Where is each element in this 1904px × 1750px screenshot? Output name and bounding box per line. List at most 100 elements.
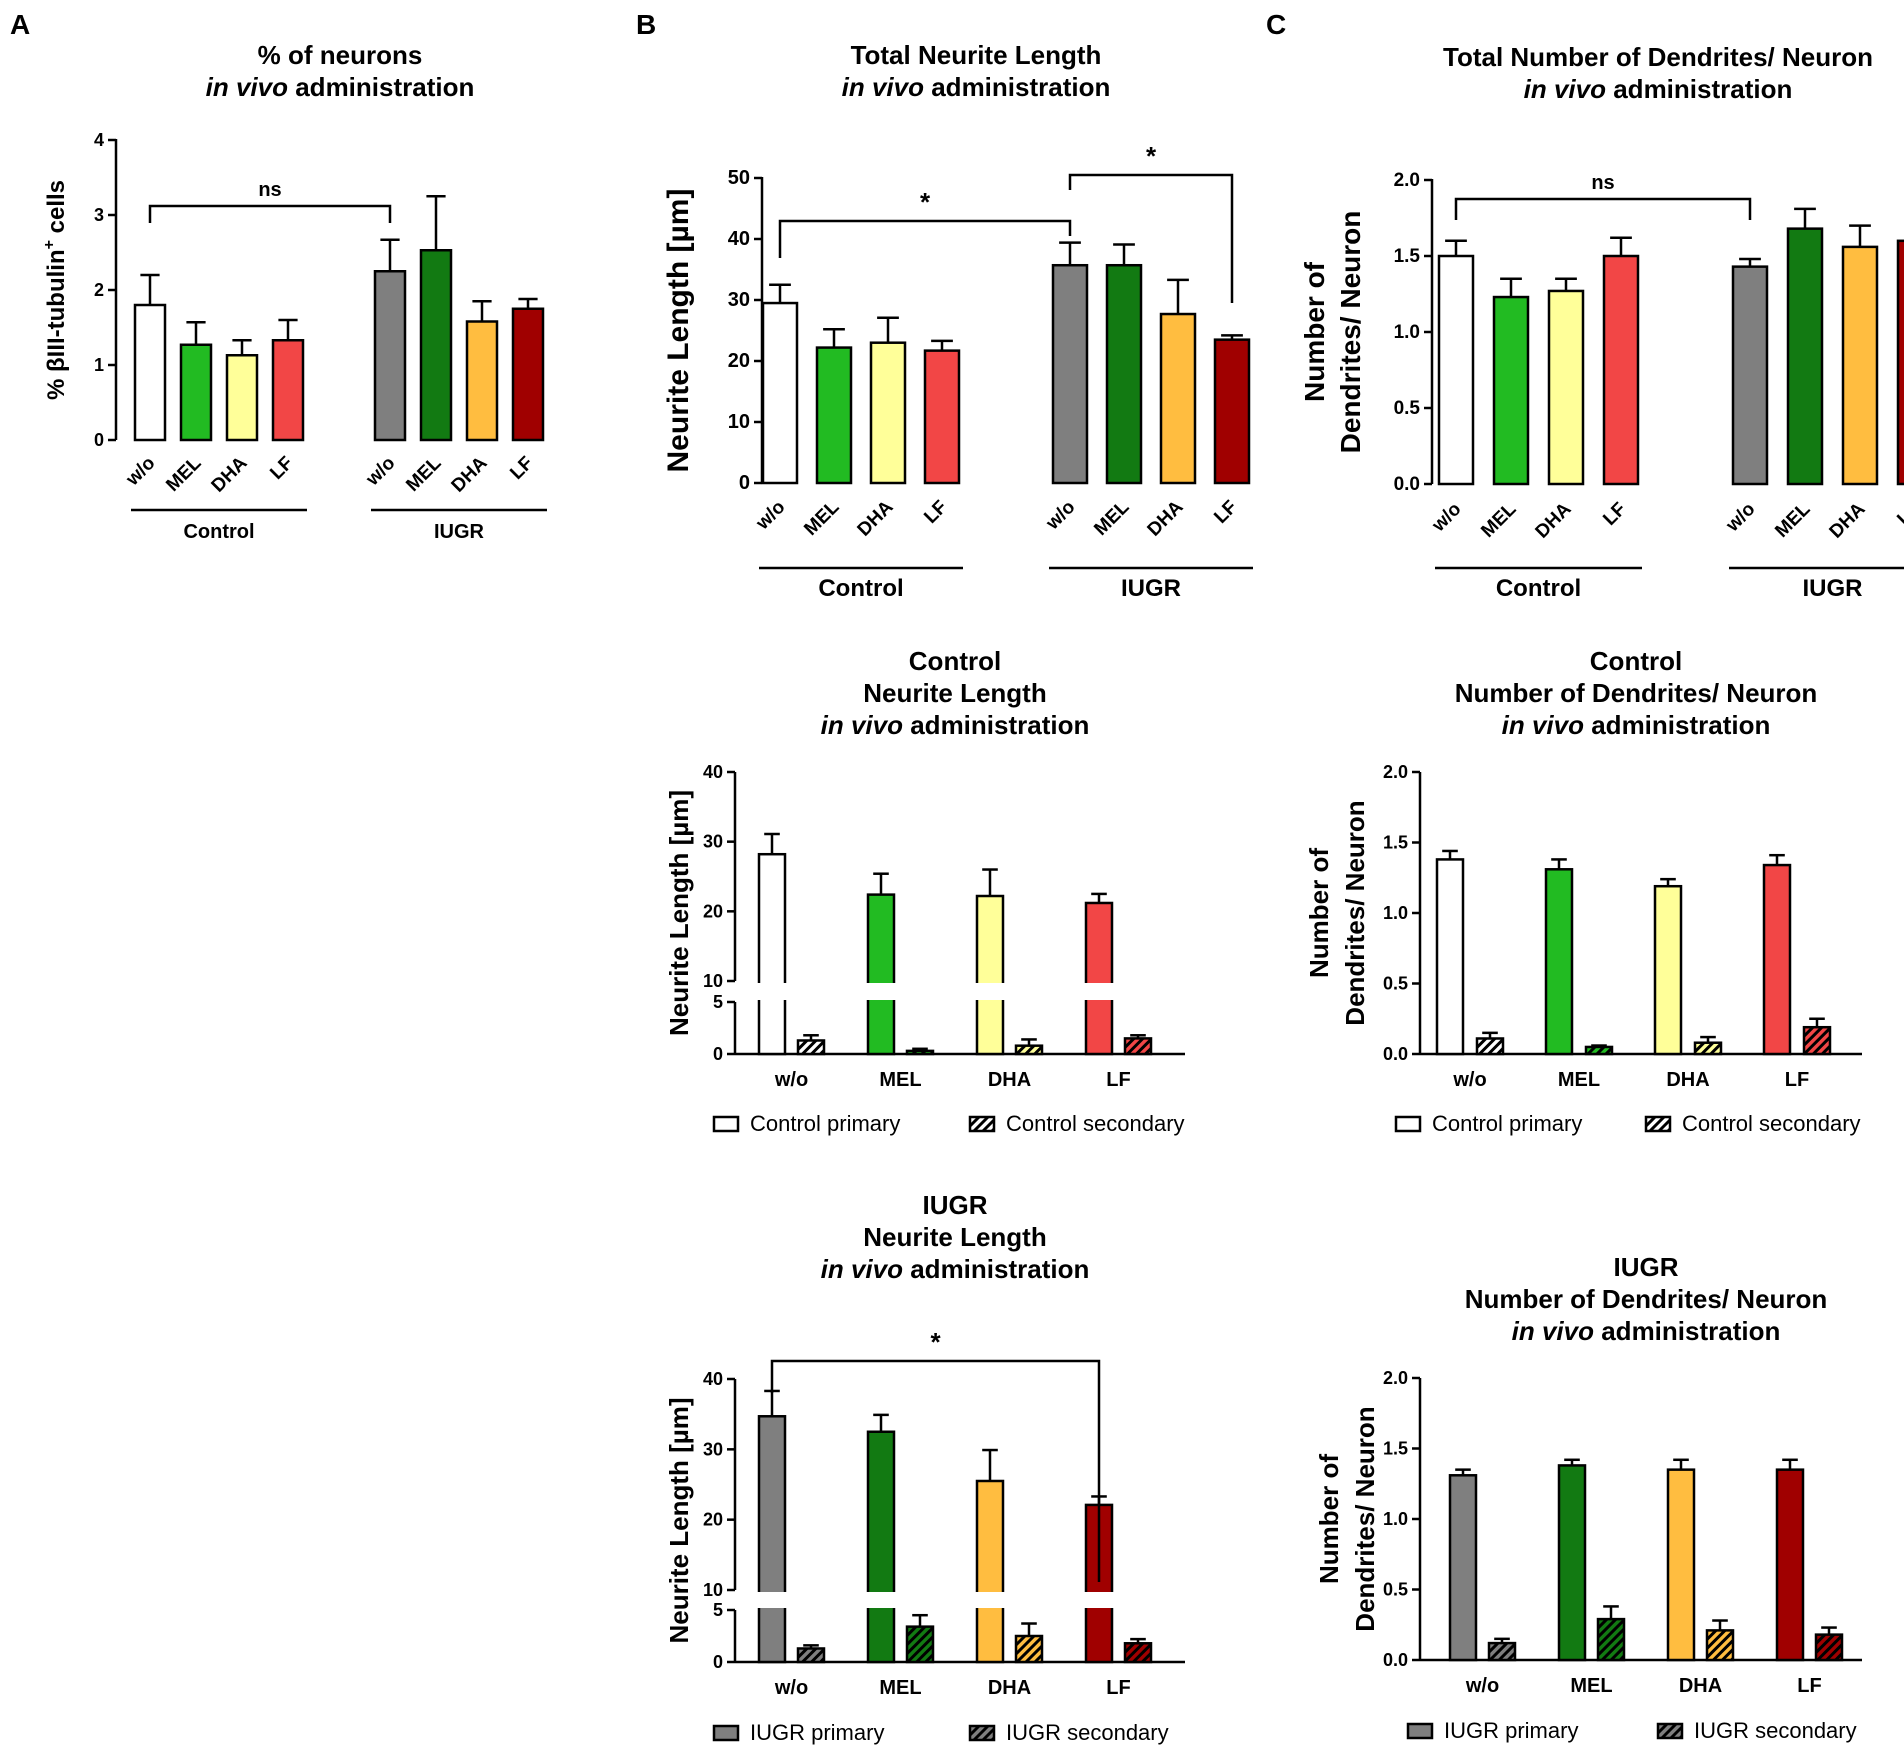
x-tick-label: DHA [448,452,492,496]
y-label-main: % βIII-tubulin [43,249,70,400]
bar-primary [1435,858,1465,1056]
bar [511,307,545,442]
y-tick-label: 1.5 [1383,1439,1408,1459]
y-tick-label: 10 [703,1580,723,1600]
bar-primary [866,1430,896,1664]
bar-primary [975,894,1005,1056]
y-tick-label: 40 [703,762,723,782]
significance-star-label: * [1146,141,1157,171]
significance-ns-line [148,204,392,223]
y-tick-label: 3 [94,205,104,225]
x-tick-label: MEL [1558,1069,1600,1091]
chart-title-line: in vivo administration [842,72,1111,102]
bar-primary [1775,1468,1805,1662]
bar [1159,312,1197,485]
bar [179,343,213,442]
x-tick-label: DHA [854,496,898,540]
significance-star-line [778,219,1072,258]
bar-primary [1557,1464,1587,1662]
x-tick-label: DHA [1532,498,1576,542]
title-italic: in vivo [821,1254,903,1284]
y-tick-label: 40 [703,1369,723,1389]
legend-label: Control primary [750,1111,900,1136]
y-tick-label: 0.5 [1383,974,1408,994]
bar-primary [975,1479,1005,1664]
bar [225,354,259,442]
y-label-suffix: cells [43,180,70,240]
chart-title-line: Number of Dendrites/ Neuron [1455,678,1818,708]
significance-star-label: * [930,1327,941,1357]
bar [1786,227,1824,486]
y-tick-label: 20 [728,350,750,372]
y-tick-label: 0.0 [1383,1044,1408,1064]
y-tick-label: 2.0 [1383,1368,1408,1388]
y-tick-label: 2 [94,280,104,300]
y-label-superscript: + [41,240,58,249]
significance-ns-label: ns [258,179,281,201]
bar [373,270,407,442]
y-tick-label: 2.0 [1383,762,1408,782]
bar [1437,254,1475,486]
group-label: Control [183,521,254,543]
bar [419,249,453,442]
x-tick-label: MEL [162,452,205,495]
significance-star-label: * [920,187,931,217]
y-axis-label: % βIII-tubulin+ cells [41,180,70,400]
legend-label: Control secondary [1682,1111,1861,1136]
chart-title-line: Number of Dendrites/ Neuron [1465,1284,1828,1314]
y-tick-label: 0.5 [1394,398,1421,419]
legend-swatch-hatch [1644,1115,1672,1133]
title-italic: in vivo [1502,710,1584,740]
axis-break-gap [974,1592,1006,1608]
x-tick-label: w/o [774,1677,808,1699]
significance-ns-line [1454,197,1752,220]
x-tick-label: w/o [362,453,400,491]
y-tick-label: 1.5 [1383,833,1408,853]
bar-secondary-hatch [1802,1026,1832,1056]
bar [761,301,799,485]
axis-break-gap [756,983,788,1000]
chart-title-line: % of neurons [258,40,423,70]
chart-title-line: Control [1590,646,1682,676]
y-tick-label: 30 [703,832,723,852]
x-tick-label: w/o [752,497,790,535]
group-label: IUGR [1121,575,1181,602]
y-axis-label: Dendrites/ Neuron [1340,800,1370,1025]
legend-swatch [712,1724,740,1742]
x-tick-label: w/o [1465,1675,1499,1697]
x-tick-label: DHA [1679,1675,1722,1697]
bar-secondary-hatch [1015,1044,1044,1056]
y-tick-label: 0 [94,430,104,450]
y-tick-label: 0.0 [1383,1650,1408,1670]
x-tick-label: DHA [1144,496,1188,540]
legend-swatch [712,1115,740,1133]
title-rest: administration [903,710,1089,740]
y-tick-label: 0.0 [1394,474,1420,495]
legend-swatch-hatch [968,1724,996,1742]
bar [923,349,961,485]
panel-letter-a: A [10,9,30,40]
legend-label: Control secondary [1006,1111,1185,1136]
y-axis-label: Dendrites/ Neuron [1335,211,1366,454]
x-tick-label: DHA [988,1677,1031,1699]
chart-title-line: in vivo administration [1502,710,1771,740]
y-tick-label: 30 [728,289,750,311]
bar-primary [757,852,787,1056]
title-italic: in vivo [842,72,924,102]
legend-swatch [1394,1115,1422,1133]
bar-secondary-hatch [911,1049,935,1056]
group-label: IUGR [434,521,485,543]
x-tick-label: MEL [1570,1675,1612,1697]
bar-secondary-hatch [1014,1634,1044,1664]
bar-primary [1666,1468,1696,1662]
y-axis-label: Neurite Length [µm] [664,790,694,1036]
axis-break-gap [1083,1592,1115,1608]
title-italic: in vivo [1524,74,1606,104]
panel-letter-c: C [1266,9,1286,40]
chart-title-line: Total Neurite Length [851,40,1102,70]
y-axis-label: Number of [1304,848,1334,978]
bar-secondary-hatch [1693,1041,1723,1056]
y-tick-label: 1 [94,355,104,375]
x-tick-label: LF [1893,499,1904,530]
legend-swatch [1406,1722,1434,1740]
